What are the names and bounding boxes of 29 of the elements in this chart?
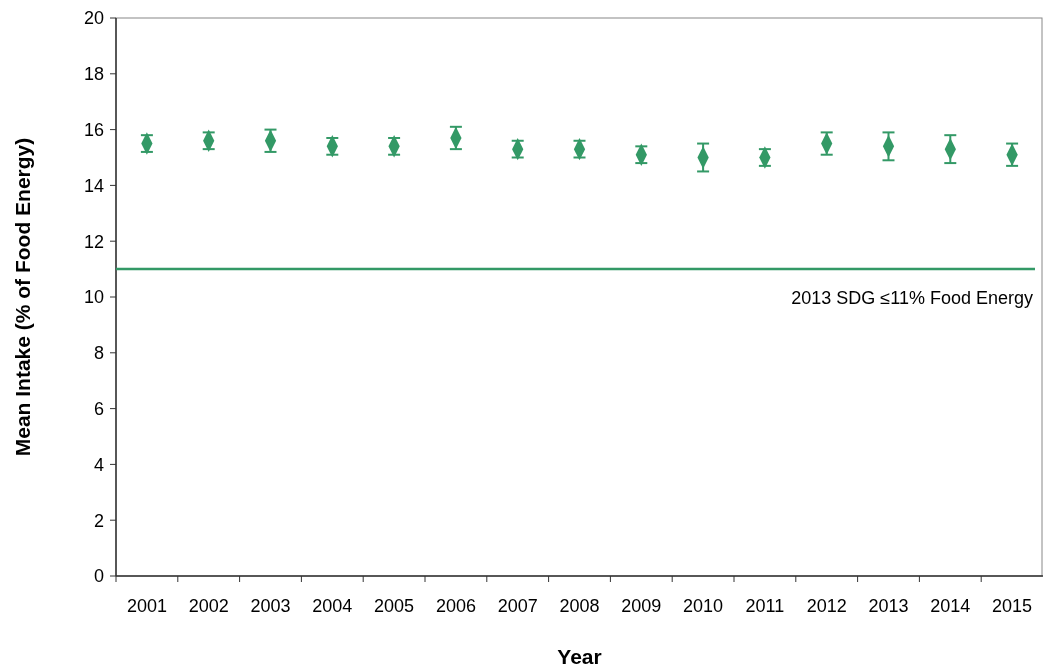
- y-tick-label: 8: [93, 343, 104, 364]
- y-tick-label: 0: [93, 566, 104, 587]
- x-tick-label: 2005: [374, 596, 415, 616]
- x-tick-label: 2014: [930, 596, 971, 616]
- x-tick-label: 2010: [683, 596, 724, 616]
- x-tick-label: 2009: [621, 596, 662, 616]
- x-tick-label: 2013: [868, 596, 909, 616]
- y-tick-label: 12: [83, 231, 104, 252]
- x-tick-label: 2011: [745, 596, 785, 616]
- y-tick-label: 4: [93, 454, 104, 475]
- x-tick-label: 2001: [126, 596, 167, 616]
- x-tick-label: 2015: [992, 596, 1033, 616]
- x-tick-label: 2008: [559, 596, 600, 616]
- y-tick-label: 14: [83, 175, 104, 196]
- y-tick-label: 2: [93, 510, 104, 531]
- x-tick-label: 2012: [806, 596, 847, 616]
- y-tick-label: 10: [83, 287, 104, 308]
- y-tick-label: 20: [83, 8, 104, 29]
- x-tick-label: 2003: [250, 596, 291, 616]
- x-tick-label: 2007: [497, 596, 538, 616]
- x-tick-label: 2006: [435, 596, 476, 616]
- y-tick-label: 18: [83, 64, 104, 85]
- y-axis-title: Mean Intake (% of Food Energy): [11, 137, 34, 457]
- x-tick-label: 2004: [312, 596, 353, 616]
- ref-line-label: 2013 SDG ≤11% Food Energy: [791, 288, 1033, 309]
- y-tick-label: 6: [93, 398, 104, 419]
- x-tick-label: 2002: [188, 596, 229, 616]
- x-axis-title: Year: [557, 645, 602, 668]
- y-tick-label: 16: [83, 119, 104, 140]
